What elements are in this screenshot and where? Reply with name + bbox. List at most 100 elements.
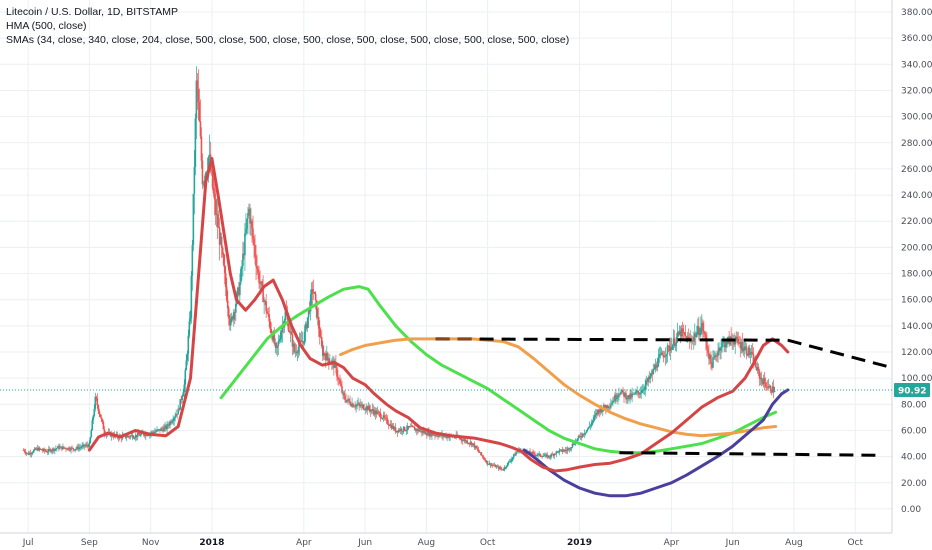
candle-body — [654, 364, 657, 370]
y-tick-label: 60.00 — [901, 426, 927, 436]
candle-body — [756, 367, 759, 371]
candle-body — [101, 418, 104, 423]
candle-body — [220, 236, 223, 248]
candle-body — [61, 446, 63, 450]
candle-body — [437, 436, 439, 437]
x-tick-label: Nov — [142, 538, 160, 548]
candle-body — [265, 301, 267, 312]
candle-body — [529, 451, 531, 454]
candle-body — [635, 392, 637, 393]
candle-body — [130, 435, 133, 437]
candle-body — [217, 226, 220, 229]
candle-body — [405, 429, 408, 431]
trendline-upper-extension — [787, 338, 893, 370]
candle-body — [757, 367, 760, 372]
candle-body — [274, 342, 277, 344]
candle-body — [268, 314, 270, 322]
candle-body — [652, 368, 655, 375]
candle-body — [415, 429, 418, 431]
candle-body — [290, 331, 293, 335]
candle-body — [136, 433, 139, 437]
candle-body — [28, 452, 31, 455]
y-tick-label: 120.00 — [901, 348, 932, 358]
candle-body — [642, 389, 645, 391]
candle-body — [465, 440, 468, 442]
hma-legend[interactable]: HMA (500, close) — [6, 20, 87, 32]
candle-body — [254, 245, 256, 257]
candle-body — [84, 445, 86, 447]
candle-body — [500, 468, 503, 470]
candle-body — [210, 170, 213, 172]
candle-body — [490, 464, 493, 466]
candle-body — [247, 213, 249, 219]
candle-body — [315, 300, 318, 318]
candle-body — [148, 435, 150, 436]
candle-body — [646, 380, 649, 382]
candle-body — [412, 426, 415, 428]
candle-body — [166, 424, 168, 430]
candle-body — [748, 347, 751, 355]
candle-body — [663, 355, 666, 358]
candle-body — [771, 386, 774, 393]
symbol-title[interactable]: Litecoin / U.S. Dollar, 1D, BITSTAMP — [6, 6, 178, 18]
candle-body — [70, 447, 72, 451]
candle-body — [435, 435, 437, 436]
candle-body — [447, 436, 449, 438]
candle-body — [607, 405, 609, 408]
candle-body — [705, 334, 707, 342]
candle-body — [446, 436, 448, 438]
candle-body — [420, 430, 422, 432]
candle-body — [507, 461, 510, 463]
candle-body — [58, 446, 60, 449]
candle-body — [372, 408, 375, 412]
candle-body — [593, 415, 596, 417]
candle-body — [773, 391, 776, 392]
candle-body — [369, 409, 372, 412]
candle-body — [764, 382, 767, 387]
x-axis[interactable]: Jul Sep Nov 2018 Apr Jun Aug Oct 2019 Apr Jun Aug Oc… — [0, 532, 892, 548]
candle-body — [323, 353, 326, 356]
series-line-sma-mid — [219, 285, 778, 455]
candle-body — [426, 434, 428, 436]
candle-body — [91, 420, 94, 431]
candle-body — [684, 335, 687, 337]
candle-body — [460, 438, 463, 440]
trendlines — [435, 337, 893, 457]
candle-body — [625, 393, 627, 400]
candle-body — [257, 269, 259, 273]
candle-body — [341, 386, 343, 393]
candle-body — [609, 407, 611, 409]
candle-body — [354, 406, 356, 408]
candle-body — [345, 399, 347, 402]
y-axis[interactable]: 0.00 20.00 40.00 60.00 80.00 100.00 120.00 140.… — [901, 8, 932, 515]
candle-body — [231, 316, 234, 320]
candle-body — [670, 347, 673, 350]
candle-body — [679, 330, 682, 337]
candle-body — [454, 437, 456, 439]
candle-body — [318, 328, 321, 337]
candle-body — [205, 172, 208, 174]
candle-body — [725, 344, 727, 348]
candle-body — [677, 331, 680, 335]
candle-body — [368, 405, 371, 410]
candle-body — [96, 398, 99, 406]
x-tick-label: Oct — [847, 538, 863, 548]
candle-body — [592, 416, 595, 421]
candle-body — [733, 342, 736, 345]
candle-body — [576, 438, 579, 441]
candle-body — [305, 323, 308, 329]
candle-body — [170, 421, 172, 423]
candle-body — [719, 347, 721, 351]
smas-legend[interactable]: SMAs (34, close, 340, close, 204, close,… — [6, 34, 570, 46]
candle-body — [154, 431, 156, 434]
candle-body — [73, 449, 75, 451]
candle-body — [714, 355, 716, 358]
candle-body — [358, 403, 360, 405]
candle-body — [172, 420, 174, 422]
candle-body — [577, 436, 580, 439]
candle-body — [131, 435, 134, 439]
candle-body — [547, 455, 549, 458]
candle-body — [651, 372, 654, 375]
candle-body — [649, 376, 652, 379]
